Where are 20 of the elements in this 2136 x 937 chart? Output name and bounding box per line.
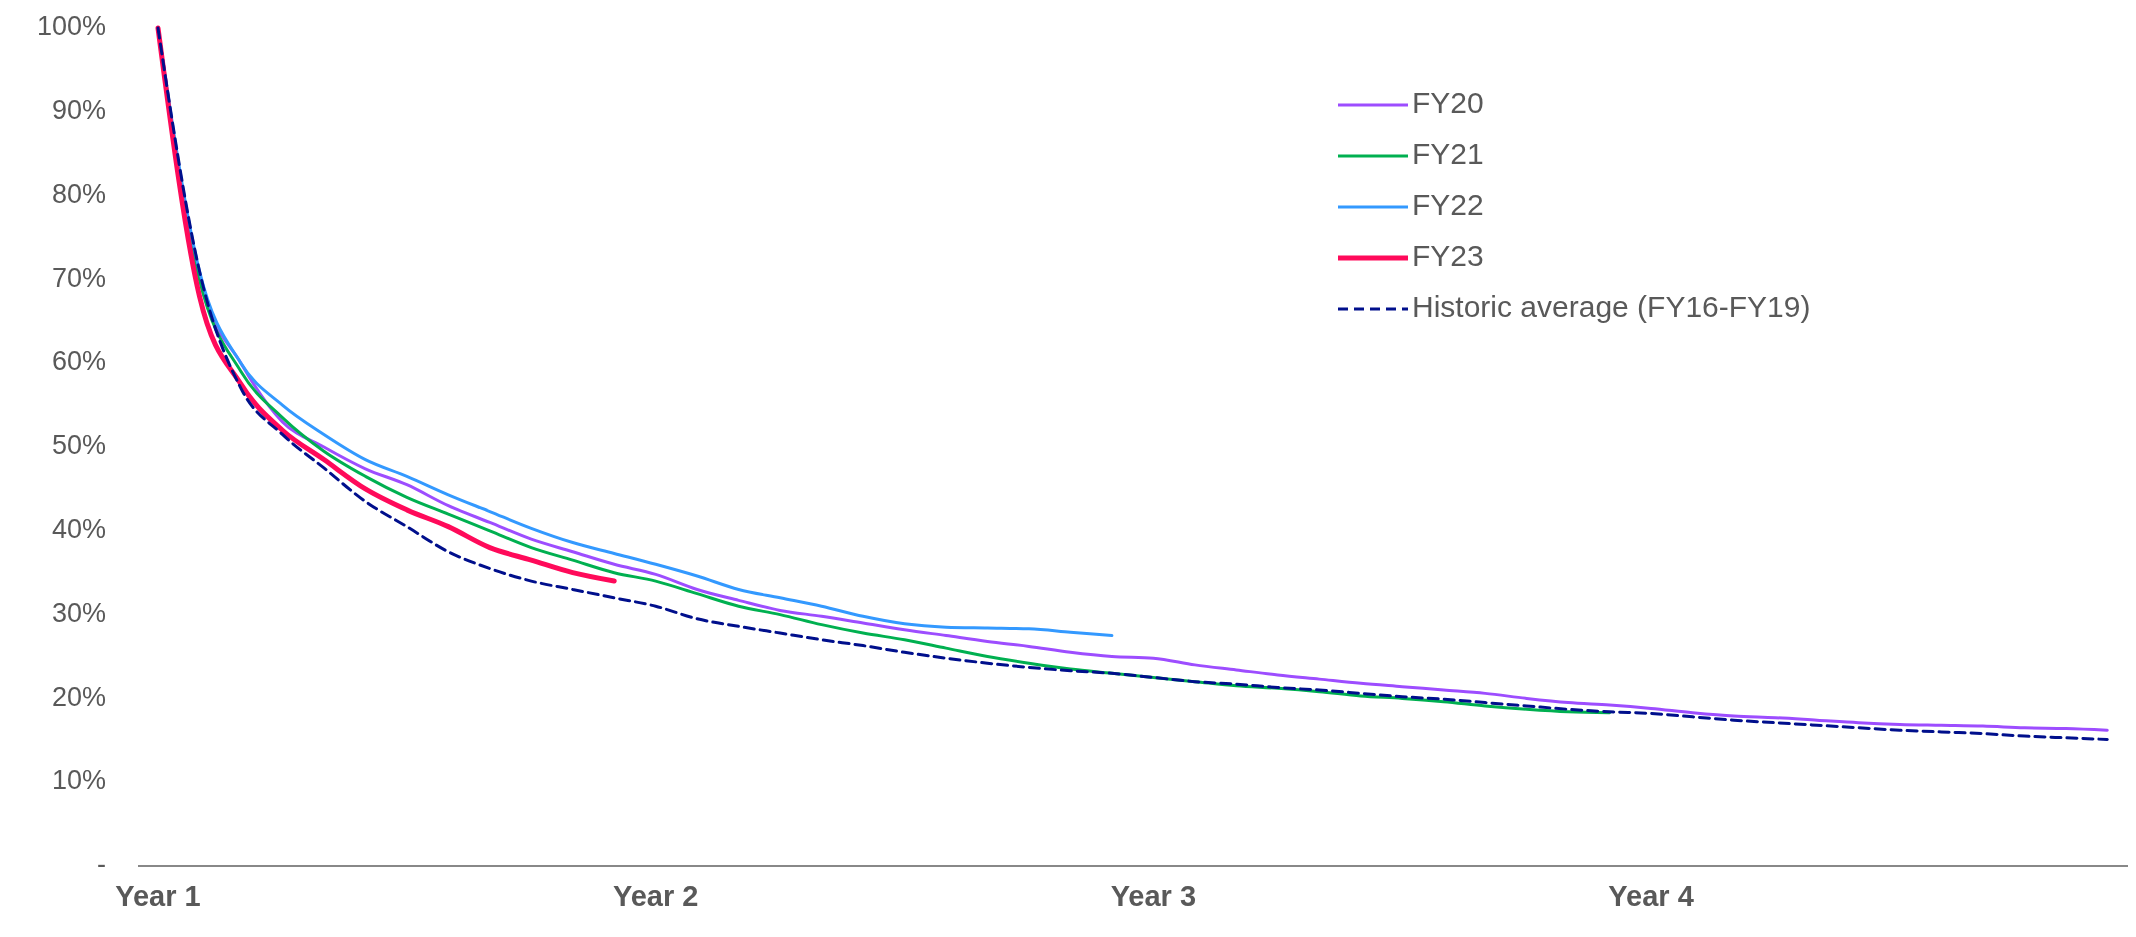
legend-label: FY22 [1412,187,1484,221]
y-tick-label: 10% [51,765,106,796]
y-tick-label: 80% [51,178,106,209]
y-tick-label: 70% [51,262,106,293]
y-tick-label: 60% [51,346,106,377]
y-tick-label: 30% [51,597,106,628]
x-tick-label: Year 4 [1608,880,1694,912]
legend-label: FY23 [1412,238,1484,272]
y-tick-label: 40% [51,513,106,544]
legend-label: FY20 [1412,85,1484,119]
x-tick-label: Year 2 [612,880,699,912]
y-tick-label: 20% [51,681,106,712]
legend-label: Historic average (FY16-FY19) [1412,289,1811,323]
y-tick-label: 50% [51,430,106,461]
x-tick-label: Year 3 [1110,880,1197,912]
legend-label: FY21 [1412,136,1484,170]
y-tick-label: 100% [36,11,106,42]
y-tick-label: - [97,849,106,880]
y-tick-label: 90% [51,94,106,125]
x-tick-label: Year 1 [115,880,201,912]
